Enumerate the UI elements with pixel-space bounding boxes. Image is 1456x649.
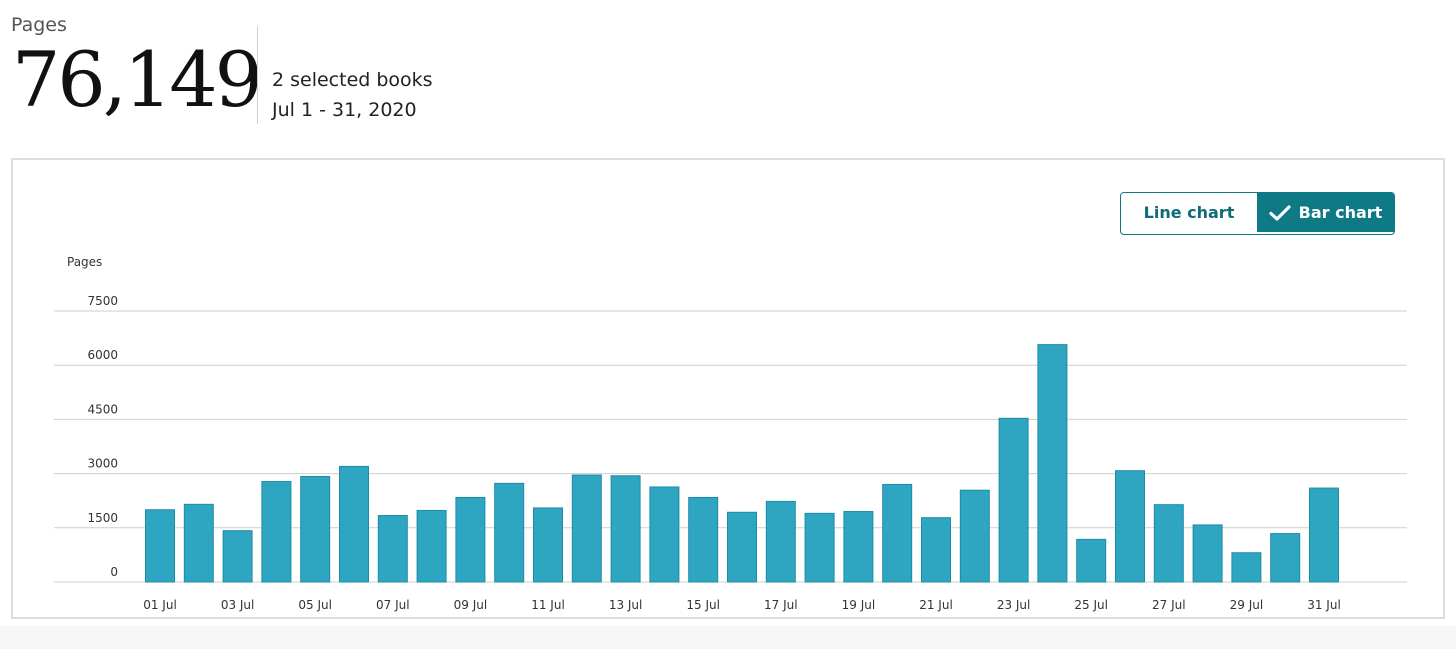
- y-tick-label: 4500: [87, 402, 118, 416]
- x-tick-label: 27 Jul: [1152, 598, 1186, 612]
- x-tick-label: 17 Jul: [764, 598, 798, 612]
- bar: [1037, 344, 1068, 583]
- bar-chart: Pages 0 1500 3000 4500 6000 7500 01 Jul 03 Jul 05…: [54, 255, 1407, 612]
- bar-chart-label: Bar chart: [1298, 203, 1383, 222]
- x-tick-label: 21 Jul: [919, 598, 953, 612]
- selected-books-text: 2 selected books: [272, 69, 433, 91]
- y-tick-label: 3000: [87, 457, 118, 471]
- x-tick-label: 09 Jul: [454, 598, 488, 612]
- bar: [998, 417, 1029, 583]
- y-tick-label: 1500: [87, 511, 118, 525]
- x-tick-label: 01 Jul: [143, 598, 177, 612]
- page-header: Pages 76,149 2 selected books Jul 1 - 31…: [0, 0, 1456, 150]
- footer-strip: [0, 626, 1456, 649]
- bar: [959, 489, 990, 583]
- x-tick-label: 29 Jul: [1230, 598, 1264, 612]
- bar: [339, 465, 369, 583]
- bar: [727, 511, 757, 583]
- chart-type-toggle: Line chart Bar chart: [1120, 192, 1395, 235]
- bar: [882, 483, 913, 583]
- bar: [1076, 538, 1107, 583]
- bar: [1270, 533, 1301, 583]
- y-axis-title: Pages: [67, 255, 102, 269]
- bar: [1231, 552, 1262, 583]
- bar: [261, 481, 292, 583]
- bar: [921, 517, 951, 583]
- x-tick-label: 19 Jul: [842, 598, 876, 612]
- bar: [804, 512, 835, 583]
- bar: [649, 486, 680, 583]
- date-range-text: Jul 1 - 31, 2020: [272, 99, 417, 121]
- bar: [533, 507, 563, 583]
- x-tick-label: 23 Jul: [997, 598, 1031, 612]
- bar: [1153, 504, 1184, 583]
- y-tick-label: 6000: [87, 348, 118, 362]
- check-icon: [1269, 204, 1291, 222]
- bar: [610, 475, 641, 583]
- bar: [1309, 487, 1339, 583]
- header-divider: [257, 26, 258, 124]
- bar: [222, 530, 253, 583]
- x-tick-label: 31 Jul: [1307, 598, 1341, 612]
- bar: [416, 509, 447, 583]
- line-chart-button[interactable]: Line chart: [1121, 193, 1257, 232]
- bar: [688, 496, 719, 583]
- x-tick-label: 13 Jul: [609, 598, 643, 612]
- x-tick-label: 11 Jul: [531, 598, 565, 612]
- metric-label: Pages: [11, 14, 67, 36]
- bar: [843, 511, 874, 583]
- x-tick-label: 05 Jul: [298, 598, 332, 612]
- total-pages-value: 76,149: [12, 35, 263, 124]
- bar: [145, 509, 175, 583]
- chart-panel: Pages 0 1500 3000 4500 6000 7500 01 Jul 03 Jul 05…: [11, 158, 1445, 619]
- bar: [1192, 524, 1223, 583]
- bar: [765, 500, 796, 583]
- x-tick-label: 25 Jul: [1074, 598, 1108, 612]
- bar: [455, 496, 486, 583]
- bar: [571, 474, 602, 583]
- bar: [300, 475, 331, 583]
- bar-chart-button[interactable]: Bar chart: [1257, 193, 1394, 232]
- x-tick-label: 07 Jul: [376, 598, 410, 612]
- bar: [494, 482, 525, 583]
- x-tick-label: 03 Jul: [221, 598, 255, 612]
- x-tick-label: 15 Jul: [686, 598, 720, 612]
- y-tick-label: 0: [110, 565, 118, 579]
- bar: [1115, 470, 1145, 583]
- bar: [377, 515, 408, 583]
- y-tick-label: 7500: [87, 294, 118, 308]
- line-chart-label: Line chart: [1143, 203, 1235, 222]
- bar: [183, 503, 214, 583]
